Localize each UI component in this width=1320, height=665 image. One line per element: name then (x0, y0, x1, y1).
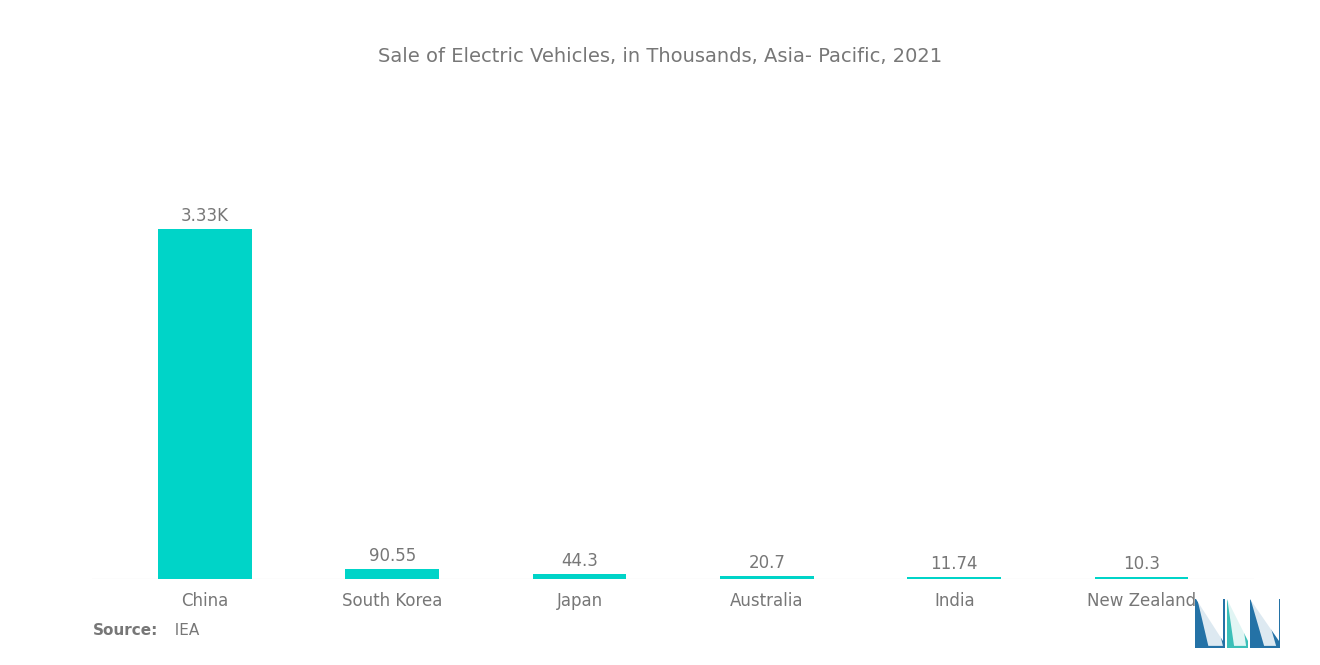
Polygon shape (1196, 598, 1222, 641)
Text: 90.55: 90.55 (368, 547, 416, 565)
Bar (533, 574, 627, 579)
Bar (158, 229, 252, 579)
Polygon shape (1250, 598, 1280, 648)
Polygon shape (1250, 598, 1279, 641)
Polygon shape (1228, 598, 1247, 648)
Polygon shape (1197, 598, 1222, 646)
Text: 20.7: 20.7 (748, 554, 785, 572)
Text: Sale of Electric Vehicles, in Thousands, Asia- Pacific, 2021: Sale of Electric Vehicles, in Thousands,… (378, 47, 942, 66)
Bar (1094, 577, 1188, 579)
Polygon shape (1228, 598, 1246, 646)
Text: 44.3: 44.3 (561, 552, 598, 570)
Polygon shape (1250, 598, 1276, 646)
Polygon shape (1228, 598, 1247, 641)
Text: 11.74: 11.74 (931, 555, 978, 573)
Bar (346, 569, 440, 579)
Text: 3.33K: 3.33K (181, 207, 228, 225)
Bar (907, 577, 1001, 579)
Bar (719, 577, 813, 579)
Text: IEA: IEA (165, 623, 199, 638)
Polygon shape (1195, 598, 1225, 648)
Text: 10.3: 10.3 (1123, 555, 1160, 573)
Text: Source:: Source: (92, 623, 158, 638)
